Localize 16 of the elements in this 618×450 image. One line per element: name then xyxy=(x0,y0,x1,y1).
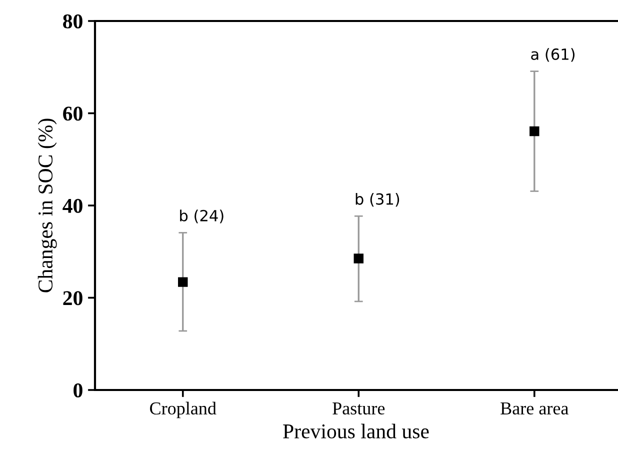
y-tick-label: 0 xyxy=(74,383,82,398)
x-tick-label: Cropland xyxy=(150,402,216,418)
annotation: b (31) xyxy=(356,192,400,207)
point xyxy=(354,254,364,264)
y-tick-label: 80 xyxy=(63,14,82,28)
x-tick-label: Bare area xyxy=(500,402,568,415)
point xyxy=(530,126,540,136)
y-tick-label: 40 xyxy=(62,198,82,213)
y-axis-title: Changes in SOC (%) xyxy=(38,118,57,292)
y-tick-label: 20 xyxy=(63,291,82,306)
annotation: a (61) xyxy=(531,48,574,62)
y-tick-label: 60 xyxy=(63,106,82,121)
annotation: b (24) xyxy=(180,210,224,224)
x-tick-label: Pasture xyxy=(332,402,385,415)
point xyxy=(178,277,188,287)
x-axis-title: Previous land use xyxy=(283,424,429,438)
